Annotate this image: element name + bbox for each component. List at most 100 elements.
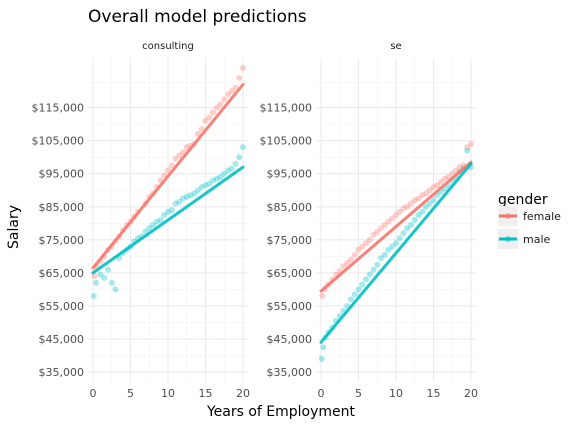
data-point-female: [319, 293, 326, 300]
data-point-female: [408, 200, 414, 207]
data-point-female: [217, 101, 224, 108]
y-tick-label: $115,000: [260, 102, 313, 115]
y-tick-label: $105,000: [260, 135, 313, 148]
y-tick-label: $75,000: [267, 234, 313, 247]
y-tick-label: $95,000: [267, 168, 313, 181]
legend-point-female: [505, 213, 511, 219]
data-point-male: [240, 144, 246, 151]
legend-label-female: female: [523, 210, 561, 223]
data-point-male: [206, 180, 213, 187]
data-point-female: [411, 197, 418, 204]
data-point-male: [112, 286, 119, 293]
data-point-male: [157, 217, 164, 223]
y-tick-label: $85,000: [267, 201, 313, 214]
data-point-male: [378, 255, 384, 262]
data-point-female: [213, 104, 220, 111]
data-point-male: [363, 276, 369, 283]
fit-line-female: [319, 160, 473, 293]
data-point-male: [105, 266, 111, 273]
y-tick-label: $45,000: [39, 333, 85, 346]
data-point-male: [320, 344, 327, 351]
data-point-male: [180, 195, 186, 202]
y-tick-label: $115,000: [32, 102, 85, 115]
fit-line-female: [91, 82, 245, 270]
data-point-female: [434, 182, 441, 189]
data-point-male: [108, 279, 115, 286]
x-tick-label: 0: [90, 387, 97, 400]
data-point-male: [389, 243, 396, 250]
data-point-female: [404, 203, 411, 210]
x-tick-label: 20: [236, 387, 250, 400]
data-point-male: [396, 235, 403, 242]
data-point-male: [393, 240, 399, 247]
y-tick-label: $95,000: [39, 168, 85, 181]
data-point-female: [168, 162, 175, 169]
data-point-female: [240, 64, 246, 71]
data-point-female: [438, 178, 444, 185]
data-point-male: [318, 355, 325, 362]
data-point-female: [426, 187, 433, 194]
data-point-female: [363, 240, 369, 247]
data-point-male: [374, 261, 381, 268]
legend-label-male: male: [523, 233, 551, 246]
data-point-male: [355, 286, 362, 293]
facet-panel-consulting: consulting $35,000 $45,000 $55,000 $65,000 $7…: [32, 41, 251, 400]
data-point-female: [419, 192, 426, 199]
data-point-female: [396, 208, 403, 215]
data-point-male: [153, 218, 160, 225]
y-axis-title: Salary: [6, 205, 22, 249]
x-tick-label: 5: [127, 387, 134, 400]
data-point-male: [146, 225, 153, 232]
data-point-male: [183, 193, 190, 200]
data-point-female: [430, 183, 437, 190]
data-point-female: [225, 91, 231, 98]
data-point-male: [228, 165, 235, 172]
data-point-female: [221, 96, 228, 103]
legend-title: gender: [498, 192, 548, 208]
facets-layer: consulting $35,000 $45,000 $55,000 $65,000 $7…: [32, 41, 479, 400]
data-point-female: [423, 190, 429, 197]
data-point-male: [351, 291, 358, 298]
data-point-female: [378, 225, 384, 232]
data-point-male: [213, 175, 220, 182]
facet-panel-se: se $35,000 $45,000 $55,000 $65,000 $75,000 $85…: [260, 41, 479, 400]
fit-line-male: [91, 165, 245, 275]
data-point-male: [187, 192, 194, 199]
data-point-female: [206, 114, 213, 121]
data-point-female: [374, 228, 381, 235]
data-point-male: [385, 246, 392, 253]
data-point-female: [370, 231, 377, 238]
facet-strip-label: consulting: [142, 41, 194, 52]
data-point-female: [202, 117, 209, 124]
data-point-male: [90, 293, 97, 300]
data-point-male: [172, 200, 179, 207]
x-tick-label: 10: [389, 387, 403, 400]
data-point-male: [198, 183, 205, 190]
y-tick-label: $35,000: [267, 366, 313, 379]
y-tick-label: $45,000: [267, 333, 313, 346]
data-point-female: [415, 195, 422, 202]
data-point-male: [411, 217, 418, 223]
data-point-male: [232, 160, 239, 167]
data-point-female: [340, 263, 347, 270]
data-point-female: [381, 221, 388, 228]
x-tick-label: 15: [427, 387, 441, 400]
data-point-female: [165, 167, 171, 174]
data-point-male: [348, 296, 354, 303]
data-point-male: [419, 208, 426, 215]
data-point-female: [198, 126, 205, 133]
data-point-male: [400, 230, 407, 237]
data-point-female: [236, 74, 243, 81]
legend-point-male: [505, 236, 511, 242]
y-tick-label: $105,000: [32, 135, 85, 148]
data-point-male: [221, 170, 228, 177]
data-point-male: [370, 266, 377, 273]
data-point-female: [91, 273, 98, 280]
data-point-female: [183, 144, 190, 151]
y-tick-label: $35,000: [39, 366, 85, 379]
y-tick-label: $65,000: [39, 267, 85, 280]
data-point-male: [366, 271, 373, 278]
x-tick-label: 0: [318, 387, 325, 400]
